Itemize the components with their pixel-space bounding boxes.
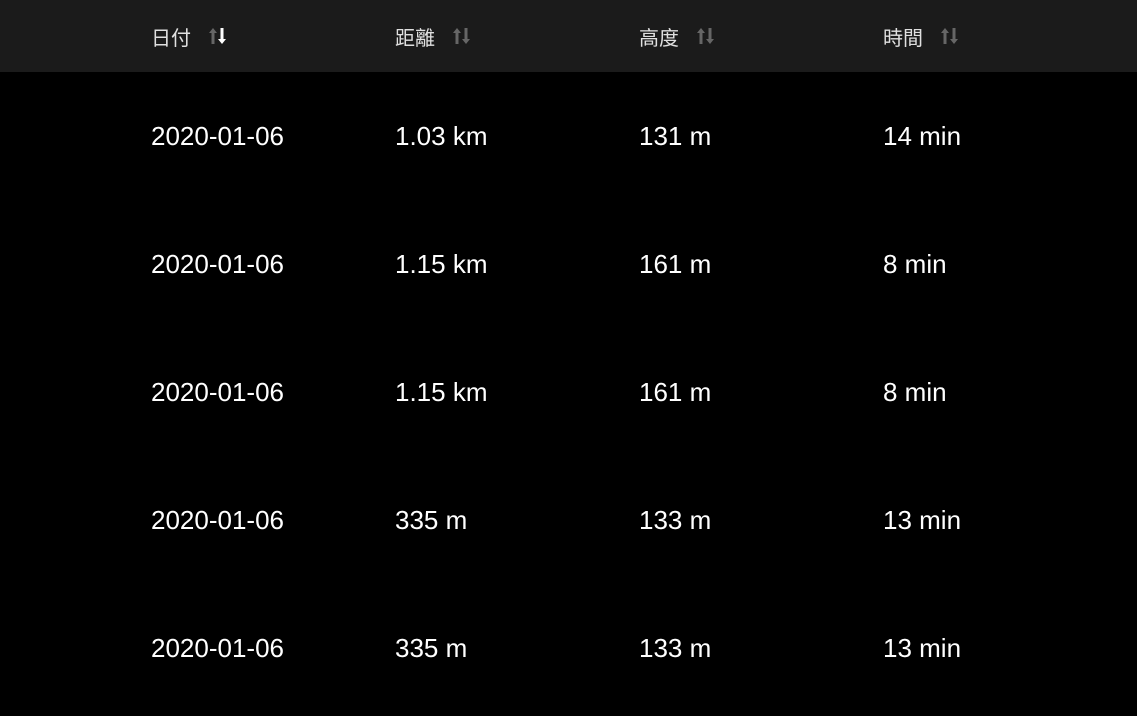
table-row[interactable]: 2020-01-06 335 m 133 m 13 min xyxy=(0,584,1137,712)
column-label: 高度 xyxy=(639,25,679,50)
cell-date: 2020-01-06 xyxy=(151,632,284,663)
cell-date: 2020-01-06 xyxy=(151,504,284,535)
sort-icon[interactable] xyxy=(697,26,714,46)
cell-altitude: 133 m xyxy=(639,632,712,663)
cell-distance: 1.03 km xyxy=(395,120,488,151)
table-row[interactable]: 2020-01-06 1.15 km 161 m 8 min xyxy=(0,328,1137,456)
column-header-distance[interactable]: 距離 xyxy=(395,0,470,72)
column-label: 時間 xyxy=(883,25,923,50)
cell-distance: 335 m xyxy=(395,504,468,535)
cell-duration: 14 min xyxy=(883,120,962,151)
table-header: 日付 距離 高度 時間 xyxy=(0,0,1137,72)
cell-distance: 1.15 km xyxy=(395,248,488,279)
sort-icon[interactable] xyxy=(209,26,226,46)
table-row[interactable]: 2020-01-06 1.03 km 131 m 14 min xyxy=(0,72,1137,200)
column-label: 距離 xyxy=(395,25,435,50)
sort-icon[interactable] xyxy=(941,26,958,46)
cell-distance: 335 m xyxy=(395,632,468,663)
cell-duration: 13 min xyxy=(883,632,962,663)
table-row[interactable]: 2020-01-06 1.15 km 161 m 8 min xyxy=(0,200,1137,328)
cell-duration: 8 min xyxy=(883,376,947,407)
column-header-date[interactable]: 日付 xyxy=(151,0,226,72)
cell-altitude: 161 m xyxy=(639,376,712,407)
cell-date: 2020-01-06 xyxy=(151,248,284,279)
table-body: 2020-01-06 1.03 km 131 m 14 min 2020-01-06 1.… xyxy=(0,72,1137,712)
cell-duration: 13 min xyxy=(883,504,962,535)
cell-altitude: 131 m xyxy=(639,120,712,151)
column-header-altitude[interactable]: 高度 xyxy=(639,0,714,72)
cell-altitude: 133 m xyxy=(639,504,712,535)
cell-distance: 1.15 km xyxy=(395,376,488,407)
cell-altitude: 161 m xyxy=(639,248,712,279)
cell-duration: 8 min xyxy=(883,248,947,279)
column-header-duration[interactable]: 時間 xyxy=(883,0,958,72)
cell-date: 2020-01-06 xyxy=(151,120,284,151)
table-row[interactable]: 2020-01-06 335 m 133 m 13 min xyxy=(0,456,1137,584)
sort-icon[interactable] xyxy=(453,26,470,46)
column-label: 日付 xyxy=(151,25,191,50)
cell-date: 2020-01-06 xyxy=(151,376,284,407)
